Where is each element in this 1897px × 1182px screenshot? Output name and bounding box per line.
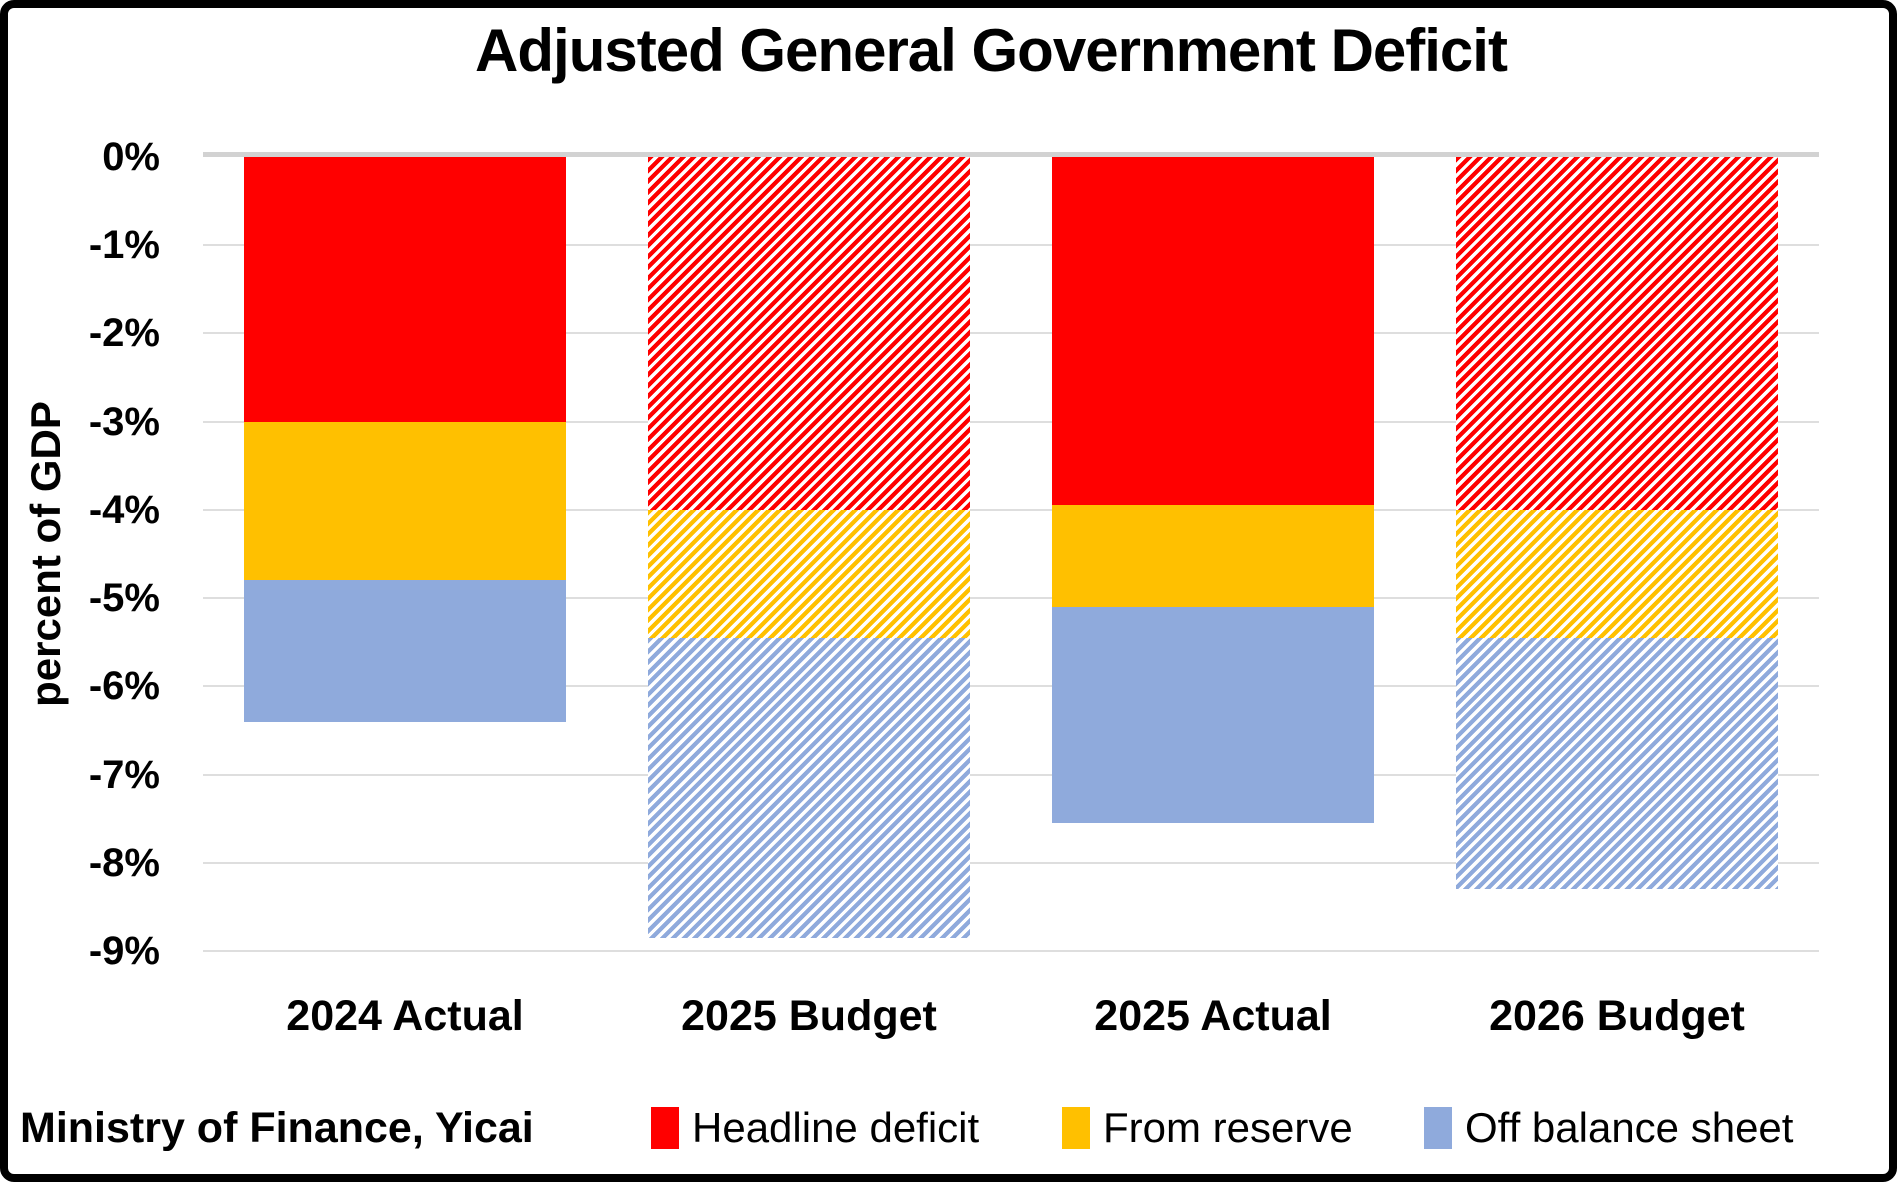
- y-tick-label: -7%: [88, 752, 160, 797]
- x-axis-label: 2025 Budget: [681, 992, 937, 1040]
- from-reserve-swatch-icon: [1062, 1107, 1090, 1149]
- gridline: [203, 597, 1819, 600]
- gridline: [203, 861, 1819, 864]
- gridline: [203, 332, 1819, 335]
- legend-label: Off balance sheet: [1465, 1104, 1794, 1151]
- y-tick-label: -5%: [88, 576, 160, 621]
- x-axis-label: 2024 Actual: [286, 992, 524, 1040]
- zero-axis-line: [203, 152, 1819, 157]
- gridline: [203, 685, 1819, 688]
- legend-label: From reserve: [1103, 1104, 1353, 1151]
- legend-item-off-balance-sheet: Off balance sheet: [1424, 1100, 1793, 1156]
- gridline: [203, 773, 1819, 776]
- legend-label: Headline deficit: [692, 1104, 980, 1151]
- off-balance-sheet-swatch-icon: [1424, 1107, 1452, 1149]
- bar-segment: [244, 157, 566, 422]
- chart-title: Adjusted General Government Deficit: [475, 17, 1508, 84]
- y-tick-label: -9%: [88, 929, 160, 973]
- x-axis-label: 2026 Budget: [1489, 992, 1745, 1040]
- bar-segment: [1052, 505, 1374, 607]
- bar-segment: [1052, 606, 1374, 824]
- legend-item-headline-deficit: Headline deficit: [651, 1100, 979, 1156]
- x-axis-label: 2025 Actual: [1094, 992, 1332, 1040]
- bar-segment: [648, 157, 970, 510]
- y-tick-label: -3%: [88, 399, 160, 444]
- bar-segment: [244, 580, 566, 722]
- headline-deficit-swatch-icon: [651, 1107, 679, 1149]
- gridline: [203, 420, 1819, 423]
- bar-segment: [1456, 509, 1778, 638]
- y-tick-label: -1%: [88, 223, 160, 268]
- bar-segment: [1456, 637, 1778, 890]
- source-label: Ministry of Finance, Yicai: [20, 1104, 534, 1152]
- gridline: [203, 950, 1819, 952]
- legend-item-from-reserve: From reserve: [1062, 1100, 1353, 1156]
- bar-segment: [648, 637, 970, 938]
- y-tick-label: -4%: [88, 487, 160, 532]
- gridline: [203, 508, 1819, 511]
- y-tick-label: -6%: [88, 664, 160, 709]
- bar-segment: [244, 421, 566, 581]
- y-tick-label: -8%: [88, 840, 160, 885]
- bar-segment: [648, 509, 970, 638]
- y-tick-label: 0%: [102, 135, 160, 179]
- bar-segment: [1456, 157, 1778, 510]
- y-tick-label: -2%: [88, 311, 160, 356]
- bar-segment: [1052, 157, 1374, 506]
- gridline: [203, 244, 1819, 247]
